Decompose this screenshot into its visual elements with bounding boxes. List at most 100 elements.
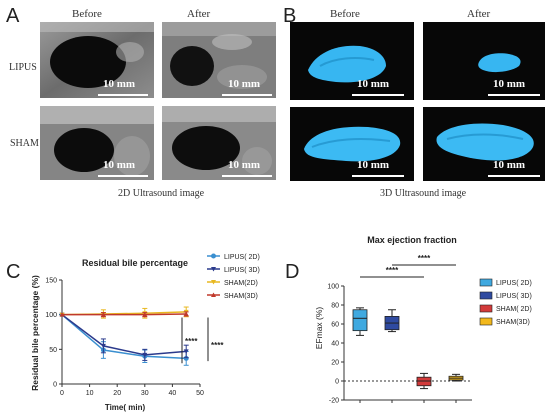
scale-bar-b1 bbox=[352, 94, 404, 96]
chart-d-box-0 bbox=[352, 307, 368, 336]
ultrasound-3d-lipus-before bbox=[290, 22, 414, 100]
chart-c-point bbox=[100, 343, 106, 349]
chart-d-ylabel: EFmax (%) bbox=[314, 307, 324, 350]
chart-d-box-3 bbox=[448, 373, 464, 382]
chart-d-sig-2: **** bbox=[418, 254, 431, 263]
scale-label-b4: 10 mm bbox=[493, 159, 526, 171]
chart-c-point bbox=[59, 312, 65, 317]
chart-d-legend-label: LIPUS( 3D) bbox=[496, 293, 532, 300]
panel-a-caption: 2D Ultrasound image bbox=[118, 188, 205, 199]
chart-d-ytick-label: 100 bbox=[327, 284, 339, 291]
chart-d-legend-swatch bbox=[479, 291, 493, 300]
chart-c-legend-marker bbox=[211, 253, 216, 259]
scale-bar-b4 bbox=[488, 175, 540, 177]
chart-c-ylabel: Residual bile percentage (%) bbox=[30, 275, 40, 391]
chart-d-ytick-label: 60 bbox=[331, 322, 339, 329]
panel-a-after-heading: After bbox=[187, 8, 211, 20]
chart-c-xtick-label: 50 bbox=[196, 390, 204, 397]
chart-c-xtick-label: 0 bbox=[60, 390, 64, 397]
chart-d-box-1 bbox=[384, 309, 400, 333]
chart-c-legend-label: SHAM(2D) bbox=[224, 280, 258, 287]
chart-d-sig-1: **** bbox=[386, 266, 399, 275]
chart-d-title: Max ejection fraction bbox=[367, 235, 457, 245]
chart-c-point bbox=[100, 312, 106, 317]
scale-bar-a1 bbox=[98, 94, 148, 96]
chart-c-legend-label: LIPUS( 3D) bbox=[224, 267, 260, 274]
scale-bar-a4 bbox=[222, 175, 272, 177]
scale-bar-b2 bbox=[488, 94, 540, 96]
ultrasound-3d-sham-after bbox=[423, 107, 545, 181]
chart-d-box-2 bbox=[416, 372, 432, 390]
panel-letter-d: D bbox=[285, 261, 300, 283]
scale-label-a1: 10 mm bbox=[103, 78, 136, 90]
panel-letter-b: B bbox=[283, 5, 297, 27]
chart-c-title: Residual bile percentage bbox=[82, 258, 188, 268]
ultrasound-2d-sham-before bbox=[40, 106, 154, 180]
chart-c-line-1 bbox=[61, 314, 187, 356]
ultrasound-3d-sham-before bbox=[290, 107, 414, 181]
scale-label-a2: 10 mm bbox=[228, 78, 261, 90]
ultrasound-3d-lipus-after bbox=[423, 22, 545, 100]
ultrasound-2d-lipus-after bbox=[162, 22, 276, 98]
chart-c-sig-2: **** bbox=[211, 341, 224, 350]
chart-c-legend-label: LIPUS( 2D) bbox=[224, 254, 260, 261]
scale-label-b3: 10 mm bbox=[357, 159, 390, 171]
panel-b-after-heading: After bbox=[467, 8, 491, 20]
chart-c-legend-marker bbox=[211, 280, 216, 285]
scale-label-a3: 10 mm bbox=[103, 159, 136, 171]
chart-d-ytick-label: -20 bbox=[329, 398, 339, 405]
scale-label-a4: 10 mm bbox=[228, 159, 261, 171]
chart-c-xtick-label: 20 bbox=[113, 390, 121, 397]
panel-letter-c: C bbox=[6, 261, 21, 283]
chart-c-series-0 bbox=[59, 312, 189, 366]
panel-a-row-sham: SHAM bbox=[10, 138, 39, 149]
scale-label-b1: 10 mm bbox=[357, 78, 390, 90]
panel-a-before-heading: Before bbox=[72, 8, 102, 20]
chart-c-line-3 bbox=[62, 313, 187, 316]
chart-c-series-2 bbox=[59, 306, 189, 319]
max-ejection-fraction-chart: Max ejection fraction EFmax (%) -20 0 20 40… bbox=[314, 235, 532, 405]
chart-c-point bbox=[142, 352, 148, 358]
chart-d-box-rect bbox=[352, 309, 368, 332]
chart-c-point bbox=[142, 312, 148, 317]
chart-d-legend-label: SHAM( 2D) bbox=[496, 306, 532, 313]
chart-d-ytick-label: 80 bbox=[331, 303, 339, 310]
chart-c-xtick-label: 40 bbox=[169, 390, 177, 397]
chart-c-xlabel: Time( min) bbox=[105, 403, 146, 412]
chart-d-legend-swatch bbox=[479, 304, 493, 313]
chart-c-point bbox=[183, 349, 189, 354]
panel-letter-a: A bbox=[6, 5, 20, 27]
scale-bar-b3 bbox=[352, 175, 404, 177]
chart-c-sig-1: **** bbox=[185, 337, 198, 346]
scale-bar-a2 bbox=[222, 94, 272, 96]
chart-d-ytick-label: 40 bbox=[331, 341, 339, 348]
chart-c-series-3 bbox=[59, 311, 189, 318]
ultrasound-2d-sham-after bbox=[162, 106, 276, 180]
chart-c-legend-marker bbox=[211, 267, 216, 272]
chart-c-point bbox=[183, 355, 189, 361]
chart-c-point bbox=[183, 311, 189, 316]
chart-d-ytick-label: 0 bbox=[335, 379, 339, 386]
chart-c-xtick-label: 30 bbox=[141, 390, 149, 397]
chart-c-ytick-label: 50 bbox=[49, 347, 57, 354]
chart-c-legend-label: SHAM(3D) bbox=[224, 293, 258, 300]
chart-c-ytick-label: 0 bbox=[53, 382, 57, 389]
chart-c-ytick-label: 150 bbox=[45, 278, 57, 285]
chart-d-ytick-label: 20 bbox=[331, 360, 339, 367]
chart-c-series-1 bbox=[59, 312, 189, 361]
chart-c-legend-marker bbox=[211, 292, 216, 297]
scale-label-b2: 10 mm bbox=[493, 78, 526, 90]
chart-d-legend-swatch bbox=[479, 317, 493, 326]
ultrasound-2d-lipus-before bbox=[40, 22, 154, 98]
residual-bile-chart: Residual bile percentage Residual bile p… bbox=[30, 253, 260, 412]
scale-bar-a3 bbox=[98, 175, 148, 177]
chart-c-ytick-label: 100 bbox=[45, 312, 57, 319]
chart-d-legend-swatch bbox=[479, 278, 493, 287]
chart-c-line-0 bbox=[61, 314, 187, 360]
chart-d-legend-label: SHAM(3D) bbox=[496, 319, 530, 326]
panel-a-row-lipus: LIPUS bbox=[9, 62, 37, 73]
panel-b-before-heading: Before bbox=[330, 8, 360, 20]
panel-b-caption: 3D Ultrasound image bbox=[380, 188, 467, 199]
chart-c-xtick-label: 10 bbox=[86, 390, 94, 397]
chart-d-legend-label: LIPUS( 2D) bbox=[496, 280, 532, 287]
